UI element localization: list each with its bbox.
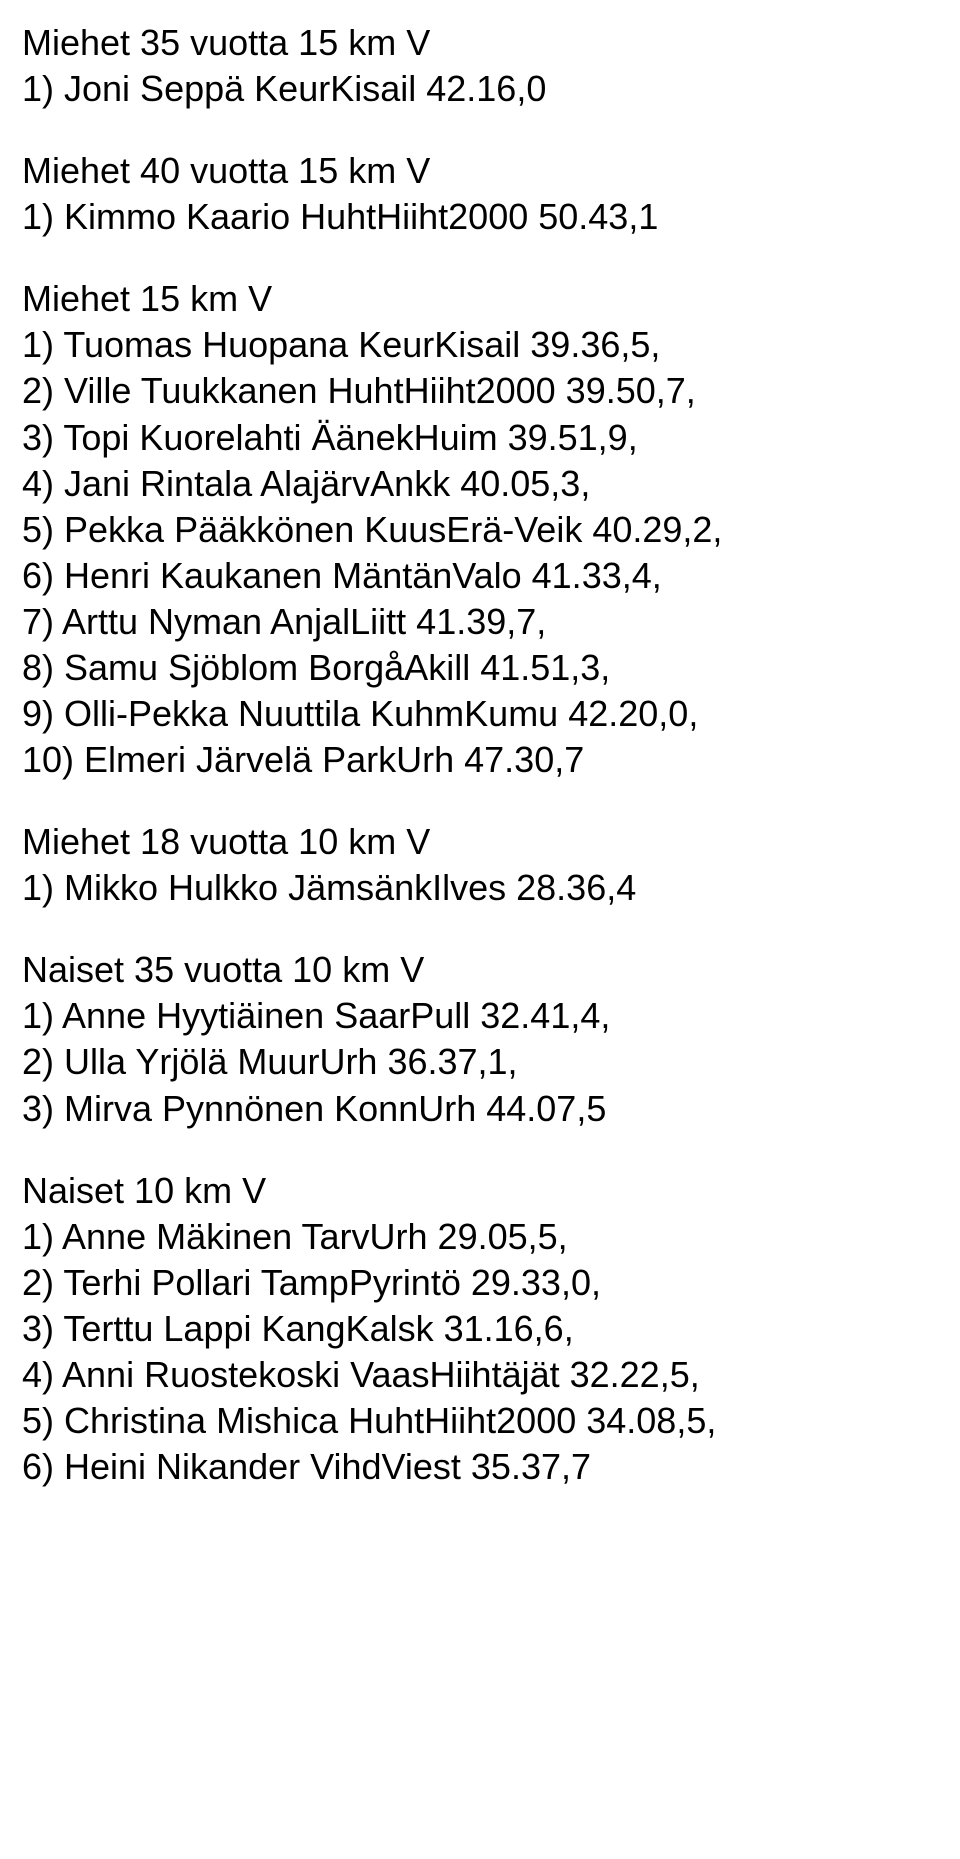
result-line: 1) Tuomas Huopana KeurKisail 39.36,5, xyxy=(22,322,940,368)
category-heading: Miehet 18 vuotta 10 km V xyxy=(22,819,940,865)
result-line: 2) Terhi Pollari TampPyrintö 29.33,0, xyxy=(22,1260,940,1306)
result-line: 10) Elmeri Järvelä ParkUrh 47.30,7 xyxy=(22,737,940,783)
result-line: 8) Samu Sjöblom BorgåAkill 41.51,3, xyxy=(22,645,940,691)
result-line: 3) Mirva Pynnönen KonnUrh 44.07,5 xyxy=(22,1086,940,1132)
category-heading: Miehet 15 km V xyxy=(22,276,940,322)
result-line: 5) Christina Mishica HuhtHiiht2000 34.08… xyxy=(22,1398,940,1444)
result-line: 6) Heini Nikander VihdViest 35.37,7 xyxy=(22,1444,940,1490)
result-line: 1) Anne Mäkinen TarvUrh 29.05,5, xyxy=(22,1214,940,1260)
category-heading: Naiset 35 vuotta 10 km V xyxy=(22,947,940,993)
result-line: 9) Olli-Pekka Nuuttila KuhmKumu 42.20,0, xyxy=(22,691,940,737)
result-line: 5) Pekka Pääkkönen KuusErä-Veik 40.29,2, xyxy=(22,507,940,553)
result-block: Miehet 40 vuotta 15 km V1) Kimmo Kaario … xyxy=(22,148,940,240)
result-line: 3) Topi Kuorelahti ÄänekHuim 39.51,9, xyxy=(22,415,940,461)
result-block: Miehet 35 vuotta 15 km V1) Joni Seppä Ke… xyxy=(22,20,940,112)
result-block: Naiset 35 vuotta 10 km V1) Anne Hyytiäin… xyxy=(22,947,940,1131)
result-line: 1) Joni Seppä KeurKisail 42.16,0 xyxy=(22,66,940,112)
result-block: Naiset 10 km V1) Anne Mäkinen TarvUrh 29… xyxy=(22,1168,940,1491)
category-heading: Naiset 10 km V xyxy=(22,1168,940,1214)
result-line: 7) Arttu Nyman AnjalLiitt 41.39,7, xyxy=(22,599,940,645)
category-heading: Miehet 35 vuotta 15 km V xyxy=(22,20,940,66)
result-line: 1) Mikko Hulkko JämsänkIlves 28.36,4 xyxy=(22,865,940,911)
result-line: 6) Henri Kaukanen MäntänValo 41.33,4, xyxy=(22,553,940,599)
result-line: 1) Kimmo Kaario HuhtHiiht2000 50.43,1 xyxy=(22,194,940,240)
result-line: 3) Terttu Lappi KangKalsk 31.16,6, xyxy=(22,1306,940,1352)
result-line: 2) Ville Tuukkanen HuhtHiiht2000 39.50,7… xyxy=(22,368,940,414)
category-heading: Miehet 40 vuotta 15 km V xyxy=(22,148,940,194)
results-document: Miehet 35 vuotta 15 km V1) Joni Seppä Ke… xyxy=(22,20,940,1490)
result-line: 4) Anni Ruostekoski VaasHiihtäjät 32.22,… xyxy=(22,1352,940,1398)
result-line: 1) Anne Hyytiäinen SaarPull 32.41,4, xyxy=(22,993,940,1039)
result-line: 2) Ulla Yrjölä MuurUrh 36.37,1, xyxy=(22,1039,940,1085)
result-block: Miehet 15 km V1) Tuomas Huopana KeurKisa… xyxy=(22,276,940,783)
result-block: Miehet 18 vuotta 10 km V1) Mikko Hulkko … xyxy=(22,819,940,911)
result-line: 4) Jani Rintala AlajärvAnkk 40.05,3, xyxy=(22,461,940,507)
